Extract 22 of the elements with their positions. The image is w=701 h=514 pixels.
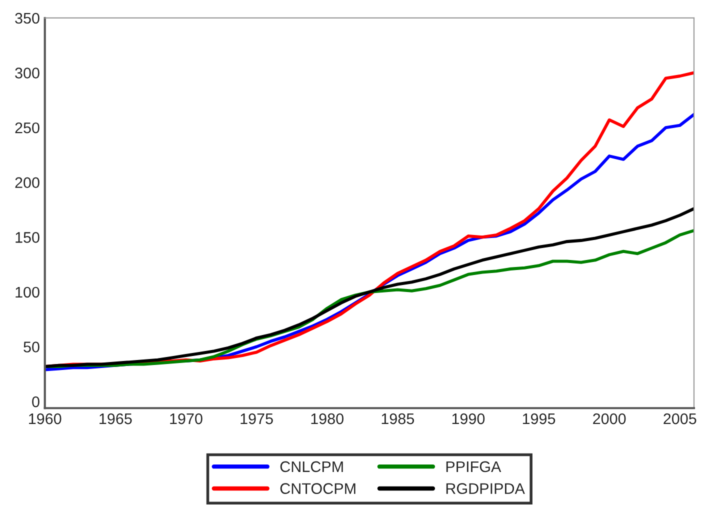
- x-tick-label: 1975: [240, 413, 273, 424]
- legend-label: RGDPIPDA: [446, 483, 525, 494]
- y-tick-label: 200: [15, 177, 40, 188]
- x-tick-label: 1985: [382, 413, 414, 424]
- legend-label: PPIFGA: [446, 461, 502, 472]
- y-tick-label: 100: [16, 286, 40, 298]
- legend-label: CNLCPM: [280, 461, 343, 472]
- y-tick-label: 50: [24, 342, 40, 352]
- x-tick-label: 1990: [452, 413, 485, 424]
- legend-label: CNTOCPM: [280, 483, 356, 494]
- y-tick-label: 300: [15, 68, 40, 78]
- y-tick-label: 150: [16, 232, 40, 243]
- x-tick-label: 1995: [522, 413, 556, 424]
- x-tick-label: 2000: [593, 413, 626, 424]
- x-tick-label: 1965: [100, 413, 132, 424]
- x-tick-label: 1980: [311, 413, 344, 424]
- y-tick-label: 350: [15, 12, 40, 24]
- x-tick-label: 2005: [664, 413, 696, 424]
- x-tick-label: 1970: [170, 413, 202, 424]
- y-tick-label: 0: [32, 396, 40, 408]
- y-tick-label: 250: [15, 122, 40, 134]
- x-tick-label: 1960: [29, 413, 62, 424]
